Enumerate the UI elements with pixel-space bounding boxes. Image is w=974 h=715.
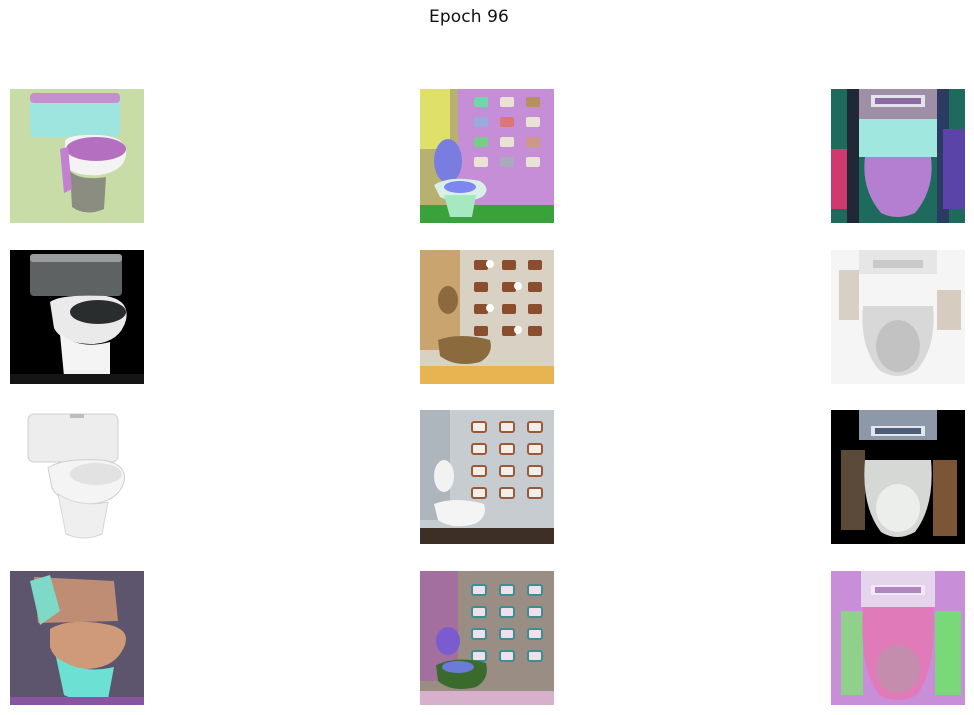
figure-title: Epoch 96 — [429, 7, 509, 27]
sample-image-r2-c2 — [420, 250, 554, 384]
sample-image-r1-c3 — [831, 89, 965, 223]
sample-image-r4-c2 — [420, 571, 554, 705]
sample-image-r1-c1 — [10, 89, 144, 223]
sample-image-r4-c3 — [831, 571, 965, 705]
sample-image-r1-c2 — [420, 89, 554, 223]
sample-image-r3-c1 — [10, 410, 144, 544]
sample-image-r2-c1 — [10, 250, 144, 384]
sample-image-r4-c1 — [10, 571, 144, 705]
sample-image-r2-c3 — [831, 250, 965, 384]
sample-image-r3-c2 — [420, 410, 554, 544]
sample-image-r3-c3 — [831, 410, 965, 544]
